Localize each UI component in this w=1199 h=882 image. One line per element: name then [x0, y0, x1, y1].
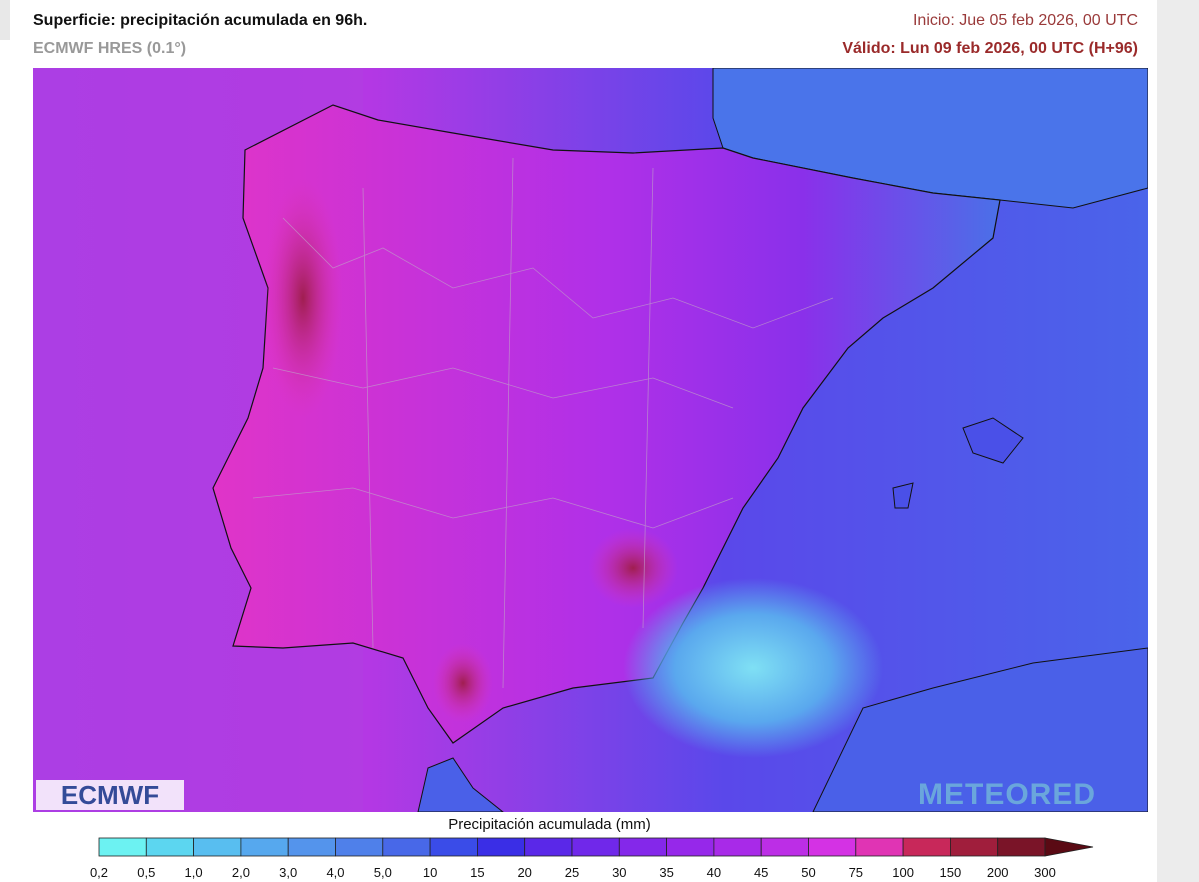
ecmwf-logo: ECMWF — [36, 780, 184, 810]
legend-label: 300 — [1034, 865, 1056, 880]
legend-swatch — [713, 837, 762, 857]
legend-label: 5,0 — [374, 865, 392, 880]
legend-swatch — [98, 837, 147, 857]
borders — [252, 157, 834, 689]
model: ECMWF HRES (0.1°) — [33, 40, 187, 57]
map — [33, 68, 1148, 812]
legend-swatch — [808, 837, 857, 857]
rain-max — [588, 528, 678, 608]
legend-swatch — [287, 837, 336, 857]
legend-title: Precipitación acumulada (mm) — [448, 816, 651, 833]
legend-swatch — [193, 837, 242, 857]
side-strip — [1157, 0, 1199, 882]
legend-swatch — [382, 837, 431, 857]
legend: 0,2 0,5 1,0 2,0 3,0 4,0 5,0 10 15 20 25 30 35 40 45 50 7… — [90, 837, 1094, 880]
meteored-logo: METEORED — [918, 778, 1097, 811]
legend-swatch — [145, 837, 195, 857]
title: Superficie: precipitación acumulada en 9… — [33, 12, 368, 29]
legend-label: 10 — [423, 865, 437, 880]
africa — [417, 647, 1148, 812]
init-time: Inicio: Jue 05 feb 2026, 00 UTC — [912, 12, 1138, 29]
rain-max — [263, 178, 343, 418]
low-rain — [623, 578, 883, 758]
legend-label: 100 — [892, 865, 914, 880]
legend-swatch — [760, 837, 809, 857]
legend-label: 0,2 — [90, 865, 108, 880]
legend-swatch — [476, 837, 526, 857]
rain-max — [433, 643, 493, 723]
legend-label: 75 — [849, 865, 863, 880]
legend-swatch — [902, 837, 951, 857]
legend-label: 2,0 — [232, 865, 250, 880]
legend-label: 40 — [707, 865, 721, 880]
legend-label: 25 — [565, 865, 579, 880]
legend-label: 20 — [517, 865, 531, 880]
legend-arrow — [1044, 837, 1094, 857]
legend-label: 30 — [612, 865, 626, 880]
legend-swatch — [524, 837, 573, 857]
legend-label: 3,0 — [279, 865, 297, 880]
legend-swatch — [950, 837, 999, 857]
legend-label: 50 — [801, 865, 815, 880]
legend-label: 1,0 — [185, 865, 203, 880]
legend-label: 200 — [987, 865, 1009, 880]
legend-label: 35 — [659, 865, 673, 880]
legend-label: 0,5 — [137, 865, 155, 880]
valid-time: Válido: Lun 09 feb 2026, 00 UTC (H+96) — [842, 40, 1138, 57]
legend-label: 15 — [470, 865, 484, 880]
legend-swatch — [335, 837, 384, 857]
legend-label: 4,0 — [326, 865, 344, 880]
legend-label: 45 — [754, 865, 768, 880]
legend-swatch — [855, 837, 904, 857]
legend-swatch — [429, 837, 478, 857]
legend-label: 150 — [940, 865, 962, 880]
legend-swatch — [240, 837, 289, 857]
side-strip — [0, 0, 10, 40]
legend-swatch — [997, 837, 1046, 857]
legend-swatch — [571, 837, 620, 857]
legend-swatch — [618, 837, 667, 857]
legend-swatch — [666, 837, 715, 857]
balearics — [892, 417, 1024, 509]
